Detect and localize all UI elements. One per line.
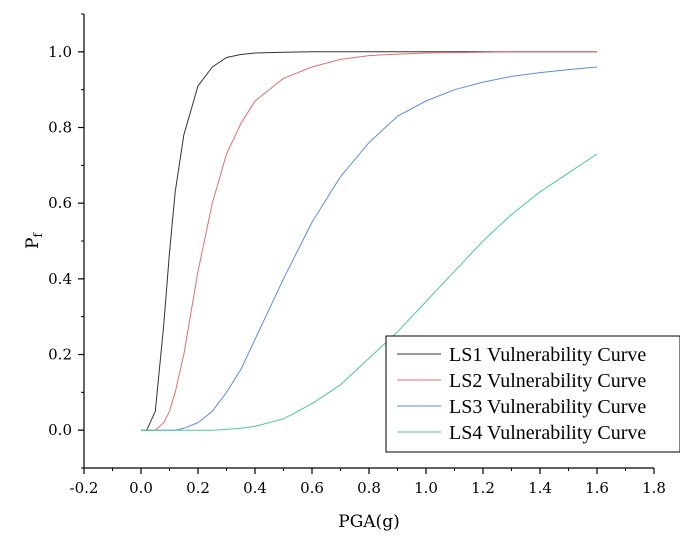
x-tick-label: -0.2 xyxy=(70,479,99,497)
ticks xyxy=(78,13,655,474)
y-tick-label: 1.0 xyxy=(48,43,72,61)
x-tick-label: 0.6 xyxy=(300,479,324,497)
x-tick-label: 1.6 xyxy=(585,479,609,497)
legend-label-ls3: LS3 Vulnerability Curve xyxy=(449,396,646,418)
legend-label-ls2: LS2 Vulnerability Curve xyxy=(449,370,646,392)
series-line-ls4 xyxy=(141,153,598,431)
y-tick-label: 0.6 xyxy=(48,194,72,212)
legend-box xyxy=(385,335,680,453)
x-tick-label: 0.0 xyxy=(129,479,153,497)
y-axis-title-sub: f xyxy=(31,232,45,238)
x-tick-label: 0.2 xyxy=(186,479,210,497)
legend: LS1 Vulnerability Curve LS2 Vulnerability… xyxy=(385,335,680,453)
tick-labels: -0.2 0.0 0.2 0.4 0.6 0.8 1.0 1.2 1.4 1.6 1.8 0.0 0.2… xyxy=(48,43,666,497)
y-axis-title-main: P xyxy=(23,238,43,249)
series-line-ls2 xyxy=(141,51,597,431)
y-tick-label: 0.2 xyxy=(48,346,72,364)
curves xyxy=(141,51,598,431)
x-tick-label: 1.2 xyxy=(471,479,495,497)
x-tick-label: 1.0 xyxy=(414,479,438,497)
legend-label-ls4: LS4 Vulnerability Curve xyxy=(449,422,646,444)
legend-label-ls1: LS1 Vulnerability Curve xyxy=(449,344,646,366)
x-tick-label: 0.8 xyxy=(357,479,381,497)
x-axis-title: PGA(g) xyxy=(338,512,399,532)
y-axis-title: Pf xyxy=(23,232,45,249)
x-tick-label: 1.4 xyxy=(528,479,552,497)
x-tick-label: 1.8 xyxy=(642,479,666,497)
y-tick-label: 0.8 xyxy=(48,119,72,137)
y-tick-label: 0.4 xyxy=(48,270,72,288)
x-tick-label: 0.4 xyxy=(243,479,267,497)
y-tick-label: 0.0 xyxy=(48,421,72,439)
